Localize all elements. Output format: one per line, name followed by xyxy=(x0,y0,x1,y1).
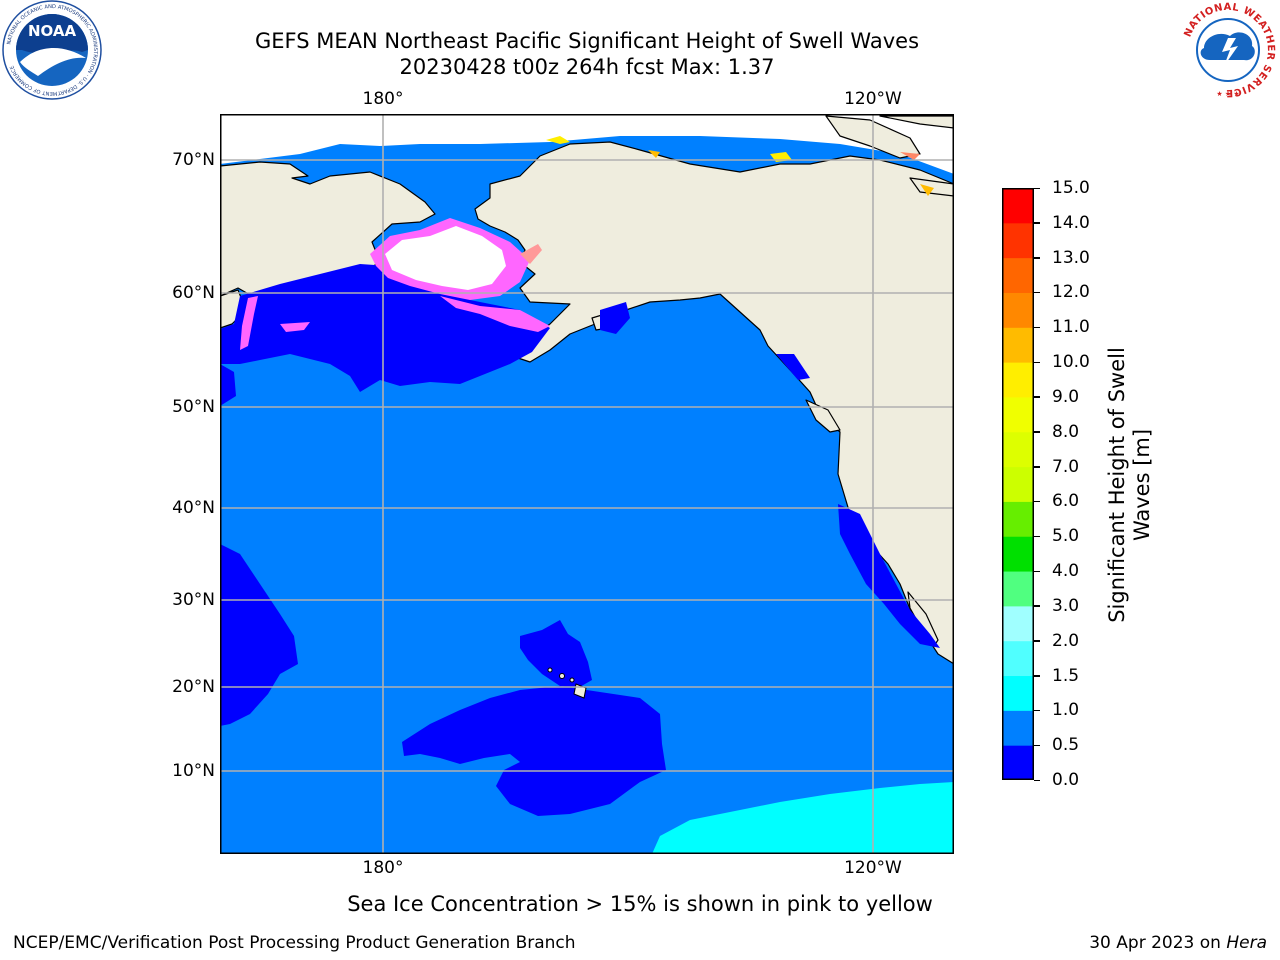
colorbar-tick-mark xyxy=(1034,640,1040,642)
colorbar-tick-mark xyxy=(1034,500,1040,503)
sea-ice xyxy=(240,136,934,350)
date-stamp: 30 Apr 2023 on Hera xyxy=(1089,933,1267,953)
colorbar-tick-label: 0.5 xyxy=(1052,735,1080,756)
colorbar-tick-label: 8.0 xyxy=(1052,421,1080,442)
nws-logo: NATIONAL WEATHER SERVICE ★ ★ ★ xyxy=(1178,0,1278,100)
noaa-logo: NOAA NATIONAL OCEANIC AND ATMOSPHERIC AD… xyxy=(2,0,102,100)
colorbar-tick-mark xyxy=(1034,779,1040,781)
sea-ice-note: Sea Ice Concentration > 15% is shown in … xyxy=(0,892,1280,917)
colorbar-bin-13 xyxy=(1002,292,1034,328)
lat-label-20n: 20°N xyxy=(172,677,215,697)
map-subtitle: 20230428 t00z 264h fcst Max: 1.37 xyxy=(399,55,775,79)
swell-height-map xyxy=(220,114,954,854)
colorbar-tick-mark xyxy=(1034,222,1040,224)
low-swell-regions xyxy=(220,264,940,816)
lat-label-30n: 30°N xyxy=(172,590,215,610)
colorbar-tick-label: 14.0 xyxy=(1052,212,1090,233)
high-swell-region xyxy=(652,782,954,854)
colorbar-tick-mark xyxy=(1034,187,1040,189)
colorbar-tick-label: 12.0 xyxy=(1052,282,1090,303)
colorbar-bin-1 xyxy=(1002,710,1034,746)
lon-label-top-180: 180° xyxy=(362,89,404,109)
colorbar-tick-mark xyxy=(1034,675,1040,677)
graticule xyxy=(220,114,954,854)
colorbar-tick-mark xyxy=(1034,291,1040,294)
colorbar-bin-16 xyxy=(1002,188,1034,224)
colorbar-tick-mark xyxy=(1034,361,1040,364)
colorbar-tick-label: 4.0 xyxy=(1052,561,1080,582)
colorbar xyxy=(1002,188,1034,781)
lat-label-50n: 50°N xyxy=(172,397,215,417)
colorbar-tick-mark xyxy=(1034,570,1040,573)
colorbar-tick-label: 5.0 xyxy=(1052,526,1080,547)
sea-ice-note-text: Sea Ice Concentration > 15% is shown in … xyxy=(347,892,933,916)
colorbar-bin-14 xyxy=(1002,257,1034,293)
colorbar-tick-label: 6.0 xyxy=(1052,491,1080,512)
colorbar-bin-15 xyxy=(1002,222,1034,259)
lat-label-10n: 10°N xyxy=(172,761,215,781)
colorbar-bin-11 xyxy=(1002,362,1034,398)
colorbar-bin-10 xyxy=(1002,396,1034,433)
colorbar-border xyxy=(1002,188,1034,780)
colorbar-tick-label: 3.0 xyxy=(1052,595,1080,616)
colorbar-tick-mark xyxy=(1034,326,1040,329)
colorbar-tick-mark xyxy=(1034,396,1040,398)
credit-text: NCEP/EMC/Verification Post Processing Pr… xyxy=(13,933,576,953)
colorbar-tick-label: 13.0 xyxy=(1052,247,1090,268)
svg-text:★ ★ ★: ★ ★ ★ xyxy=(1216,90,1239,98)
colorbar-title: Significant Height of Swell Waves [m] xyxy=(1105,347,1155,623)
colorbar-bin-4 xyxy=(1002,605,1034,642)
lat-label-60n: 60°N xyxy=(172,283,215,303)
colorbar-tick-label: 15.0 xyxy=(1052,178,1090,198)
noaa-logo-text: NOAA xyxy=(28,22,77,40)
colorbar-bin-7 xyxy=(1002,501,1034,537)
colorbar-tick-mark xyxy=(1034,466,1040,468)
map-border xyxy=(220,114,954,854)
lat-label-70n: 70°N xyxy=(172,150,215,170)
colorbar-bin-9 xyxy=(1002,431,1034,468)
colorbar-tick-label: 11.0 xyxy=(1052,317,1090,338)
lon-label-top-120w: 120°W xyxy=(844,89,902,109)
colorbar-tick-mark xyxy=(1034,257,1040,259)
colorbar-bin-12 xyxy=(1002,327,1034,363)
colorbar-title-line2: Waves [m] xyxy=(1130,428,1154,542)
map-title: GEFS MEAN Northeast Pacific Significant … xyxy=(254,29,920,53)
date-text: 30 Apr 2023 on xyxy=(1089,933,1227,953)
lon-label-bottom-180: 180° xyxy=(362,858,404,878)
lat-label-40n: 40°N xyxy=(172,498,215,518)
colorbar-tick-label: 10.0 xyxy=(1052,352,1090,373)
host-name: Hera xyxy=(1226,933,1267,953)
colorbar-tick-mark xyxy=(1034,605,1040,607)
colorbar-title-line1: Significant Height of Swell xyxy=(1105,347,1129,623)
colorbar-tick-label: 2.0 xyxy=(1052,630,1080,651)
land-masses xyxy=(220,114,954,665)
lon-label-bottom-120w: 120°W xyxy=(844,858,902,878)
colorbar-bin-3 xyxy=(1002,640,1034,677)
colorbar-tick-label: 9.0 xyxy=(1052,386,1080,407)
colorbar-bin-2 xyxy=(1002,675,1034,711)
colorbar-tick-label: 1.5 xyxy=(1052,665,1080,686)
colorbar-bin-0 xyxy=(1002,745,1034,781)
colorbar-tick-mark xyxy=(1034,431,1040,433)
colorbar-tick-label: 0.0 xyxy=(1052,770,1080,790)
colorbar-tick-label: 1.0 xyxy=(1052,700,1080,721)
colorbar-tick-mark xyxy=(1034,744,1040,747)
colorbar-bin-8 xyxy=(1002,466,1034,502)
colorbar-bin-5 xyxy=(1002,571,1034,607)
colorbar-tick-mark xyxy=(1034,535,1040,538)
colorbar-tick-label: 7.0 xyxy=(1052,456,1080,477)
colorbar-tick-mark xyxy=(1034,709,1040,712)
colorbar-bin-6 xyxy=(1002,536,1034,572)
